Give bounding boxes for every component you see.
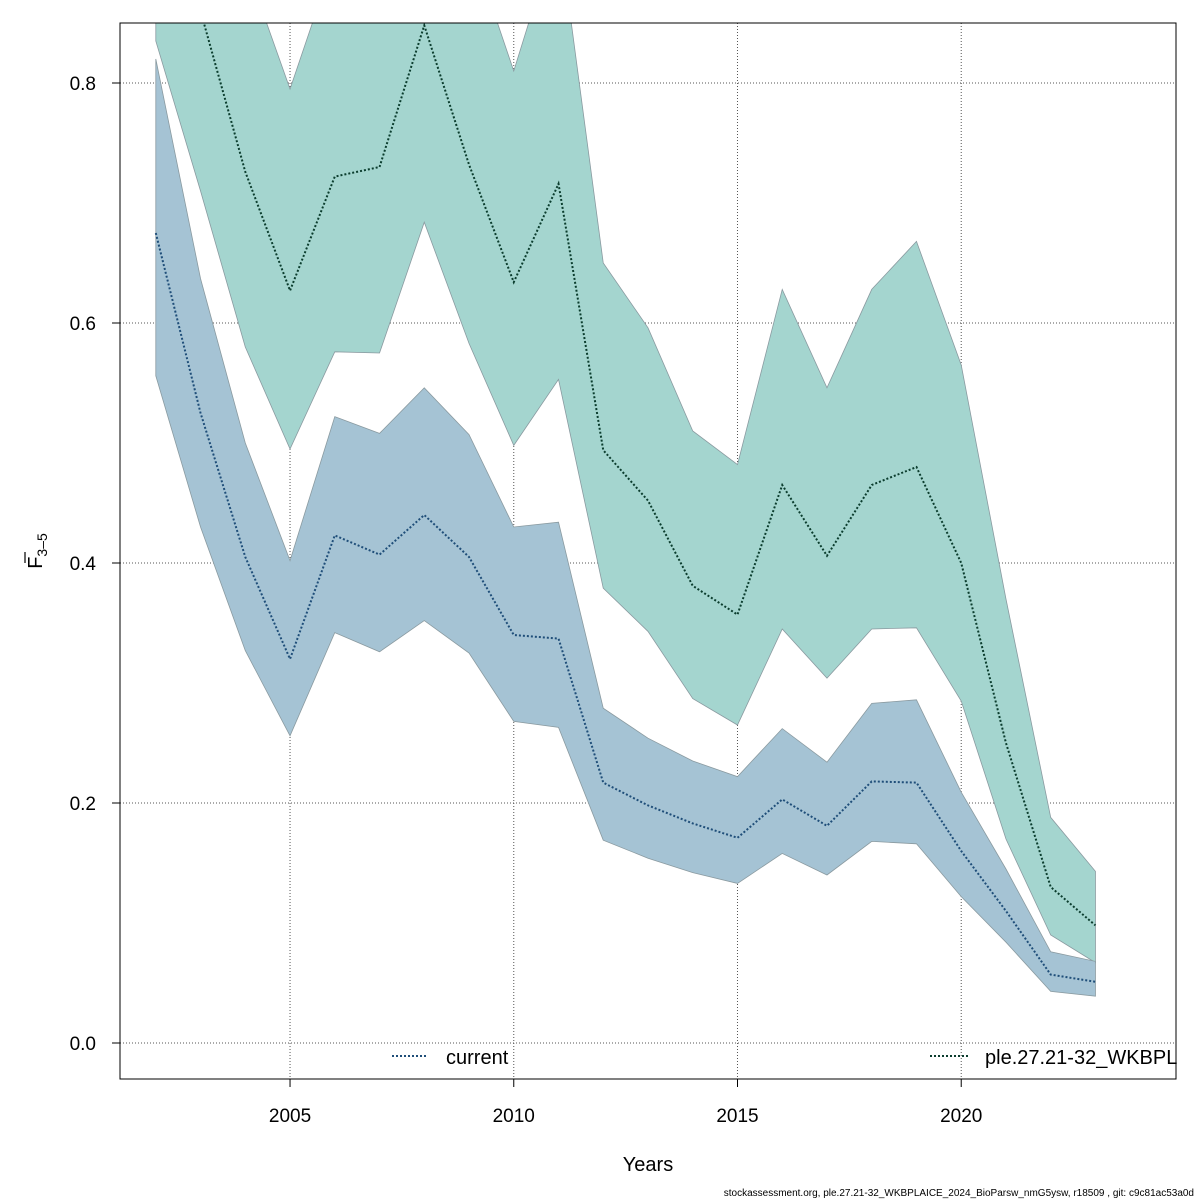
y-tick-label: 0.8 <box>70 74 96 95</box>
legend: current ple.27.21-32_WKBPL <box>392 1047 1177 1069</box>
x-tick-label: 2010 <box>493 1106 535 1127</box>
y-axis: 0.0 0.2 0.4 0.6 0.8 <box>70 74 120 1055</box>
y-tick-label: 0.6 <box>70 314 96 335</box>
confidence-band <box>155 58 1096 997</box>
y-axis-title-main: F <box>25 557 47 569</box>
x-axis-title: Years <box>623 1154 673 1176</box>
series-line <box>154 232 1096 983</box>
y-tick-label: 0.4 <box>70 554 97 575</box>
x-tick-label: 2020 <box>940 1106 982 1127</box>
svg-text:F3–5: F3–5 <box>25 533 50 569</box>
confidence-bands <box>155 23 1096 997</box>
footer-note: stockassessment.org, ple.27.21-32_WKBPLA… <box>724 1188 1194 1199</box>
plot-frame <box>119 22 1177 1080</box>
series-line <box>202 23 1097 927</box>
y-axis-title-subscript: 3–5 <box>34 533 50 557</box>
x-tick-label: 2015 <box>716 1106 758 1127</box>
legend-label: current <box>446 1047 509 1069</box>
legend-label: ple.27.21-32_WKBPL <box>985 1047 1177 1069</box>
series-lines <box>154 23 1097 983</box>
x-axis: 2005 2010 2015 2020 <box>269 1079 982 1127</box>
y-tick-label: 0.0 <box>70 1034 96 1055</box>
y-axis-title: F3–5 <box>24 533 50 569</box>
x-tick-label: 2005 <box>269 1106 311 1127</box>
y-tick-label: 0.2 <box>70 794 96 815</box>
